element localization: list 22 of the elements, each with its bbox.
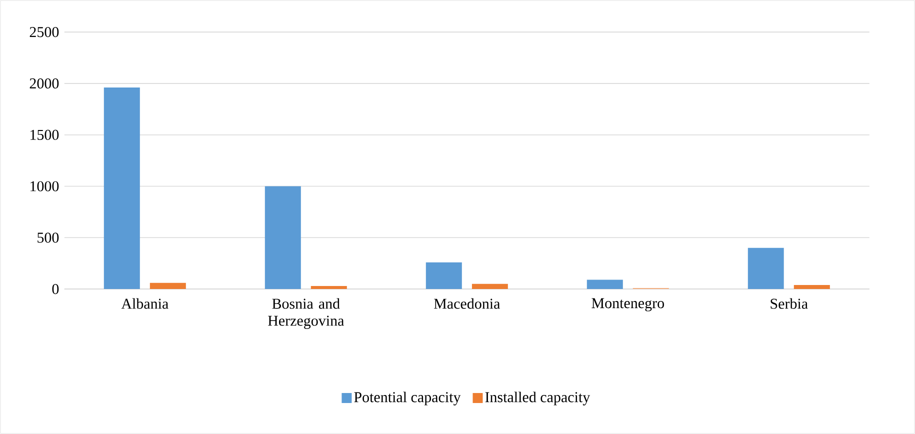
y-tick-label: 2500: [30, 26, 59, 38]
x-tick-label: Albania: [121, 298, 168, 309]
x-tick-label: Bosnia and Herzegovina: [268, 298, 344, 329]
legend-label: Potential capacity: [354, 392, 461, 406]
bar: [150, 282, 186, 290]
legend-label: Installed capacity: [485, 392, 590, 406]
y-tick-label: 1000: [30, 181, 59, 192]
bar: [586, 280, 623, 290]
y-tick-label: 1500: [30, 130, 59, 140]
bar: [794, 284, 830, 290]
bar: [264, 186, 301, 290]
bar: [426, 262, 462, 290]
bar: [472, 284, 508, 290]
x-tick-label: Serbia: [770, 298, 808, 309]
y-tick-label: 2000: [30, 78, 59, 89]
y-tick-label: 0: [52, 284, 59, 294]
bar: [310, 286, 347, 290]
x-tick-label: Macedonia: [434, 298, 500, 309]
bar: [748, 248, 784, 290]
x-tick-label: Montenegro: [592, 298, 664, 312]
bar: [104, 88, 140, 290]
y-tick-label: 500: [38, 232, 59, 243]
